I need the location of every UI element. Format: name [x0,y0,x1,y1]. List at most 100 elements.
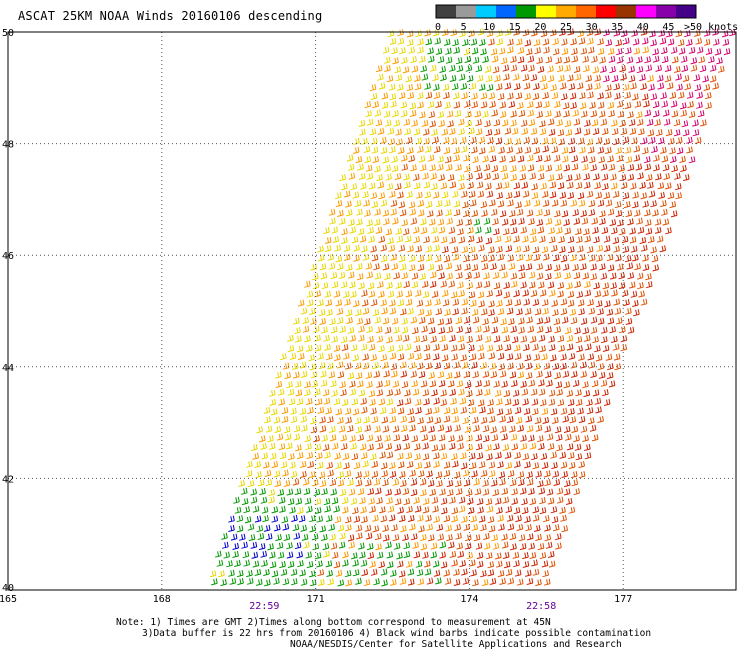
wind-barb [496,408,504,416]
wind-barb [528,119,536,127]
wind-barb [355,218,363,226]
wind-barb [352,507,359,515]
wind-barb [521,181,529,189]
wind-barb [552,362,560,370]
wind-barb [528,542,535,550]
wind-barb [214,550,222,558]
wind-barb [417,308,425,316]
wind-barb [605,39,613,47]
wind-barb [334,516,342,524]
wind-barb [319,263,327,271]
wind-barb [363,145,371,153]
wind-barb [505,192,513,200]
wind-barb [374,425,381,433]
wind-barb [342,559,349,567]
wind-barb [633,47,641,55]
wind-barb [321,533,328,541]
wind-barb [652,55,660,63]
wind-barb [545,263,552,271]
wind-barb [675,30,683,38]
wind-barb [558,236,565,244]
wind-barb [697,110,705,118]
wind-barb [287,388,295,396]
wind-barb [279,561,286,569]
wind-barb [514,451,521,459]
lat-tick-label: 42 [2,474,14,485]
wind-barb [551,462,558,470]
wind-barb [472,56,480,64]
wind-barb [577,192,585,200]
wind-barb [471,47,479,55]
wind-barb [337,479,345,487]
wind-barb [398,92,406,100]
wind-barb [626,56,634,64]
wind-barb [450,137,458,145]
wind-barb [329,434,337,442]
wind-barb [680,164,687,172]
wind-barb [644,109,652,117]
wind-barb [336,317,344,325]
wind-barb [446,272,453,280]
wind-barb [407,92,415,100]
wind-barb [320,272,328,280]
wind-barb [241,541,248,549]
wind-barb [496,29,503,37]
wind-barb [577,299,585,307]
wind-barb [536,111,543,119]
wind-barb [566,282,573,290]
wind-barb [446,217,453,225]
wind-barb [476,181,484,189]
wind-barb [454,264,462,272]
wind-barb [558,74,565,82]
wind-barb [390,569,397,577]
wind-barb [446,480,454,488]
wind-barb [310,426,318,434]
wind-barb [356,263,363,271]
wind-barb [539,75,547,83]
wind-barb [268,551,276,559]
wind-barb [267,543,274,551]
wind-barb [273,577,280,585]
wind-barb [564,433,572,441]
wind-barb [618,164,625,172]
wind-barb [581,155,588,163]
wind-barb [384,119,392,127]
wind-barb [392,217,399,225]
wind-barb [407,578,415,586]
wind-barb [377,281,384,289]
wind-barb [460,136,467,144]
wind-barb [355,156,363,164]
wind-barb [442,299,450,307]
wind-barb [386,75,394,83]
wind-barb [635,163,643,171]
wind-barb [345,524,352,532]
wind-barb [485,498,493,506]
wind-barb [660,47,668,55]
wind-barb [648,136,656,144]
wind-barb [344,470,352,478]
wind-barb [445,524,452,532]
wind-barb [512,73,520,81]
wind-barb [467,399,475,407]
wind-barb [510,433,518,441]
wind-barb [444,577,452,585]
wind-barb [560,461,568,469]
wind-barb [375,543,382,551]
wind-barb [645,64,653,72]
lon-tick-label: 171 [307,594,325,605]
wind-barb [442,83,450,91]
wind-barb [575,453,583,461]
wind-barb [481,263,489,271]
wind-barb [312,282,320,290]
wind-barb [542,38,550,46]
wind-barb [677,39,685,47]
wind-barb [435,577,442,585]
wind-barb [570,102,577,110]
wind-barb [433,569,441,577]
wind-barb [659,245,667,253]
wind-barb [622,136,630,144]
wind-barb [485,75,493,83]
wind-barb [612,343,620,351]
wind-barb [664,64,672,72]
wind-barb [426,523,433,531]
